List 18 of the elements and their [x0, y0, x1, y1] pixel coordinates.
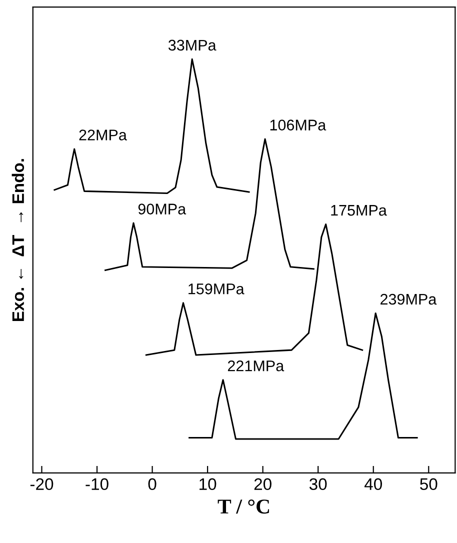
y-axis-title: Exo. ← ΔT → Endo.: [12, 159, 24, 321]
x-tick-label: 20: [254, 478, 272, 490]
x-tick-label: -10: [86, 478, 108, 490]
x-axis-title: T / °C: [218, 500, 270, 514]
x-tick-label: 0: [148, 478, 156, 490]
annotation: 90MPa: [138, 204, 186, 214]
annotation: 159MPa: [188, 284, 244, 294]
annotation: 175MPa: [331, 205, 387, 216]
annotation: 106MPa: [270, 120, 326, 130]
x-tick-label: 30: [309, 478, 327, 490]
annotation: 239MPa: [380, 294, 437, 305]
x-tick-label: -20: [30, 478, 54, 490]
annotation: 33MPa: [168, 40, 216, 51]
annotation: 221MPa: [228, 360, 284, 372]
x-tick-label: 50: [420, 478, 438, 490]
x-tick-label: 10: [200, 478, 216, 490]
annotation: 22MPa: [79, 130, 127, 140]
x-tick-label: 40: [364, 478, 382, 490]
